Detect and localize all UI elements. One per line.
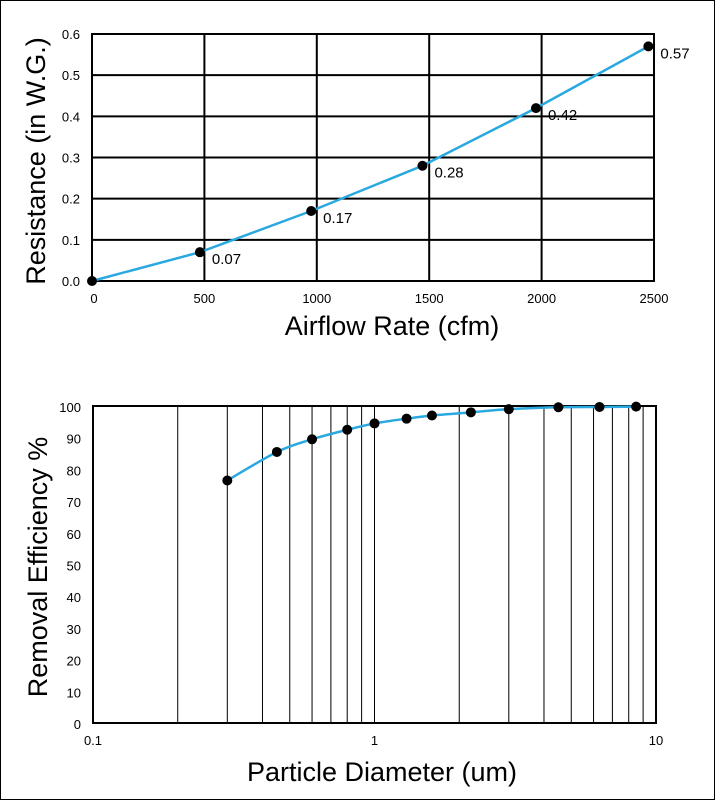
resistance-y-tick-label: 0.0 — [62, 274, 80, 289]
resistance-data-point — [87, 276, 97, 286]
resistance-y-axis-title: Resistance (in W.G.) — [21, 37, 51, 285]
resistance-x-tick-label: 1000 — [302, 291, 331, 306]
efficiency-data-point — [426, 410, 437, 421]
efficiency-data-point — [503, 404, 514, 415]
resistance-y-tick-label: 0.4 — [62, 109, 80, 124]
resistance-y-tick-label: 0.5 — [62, 68, 80, 83]
efficiency-data-point — [594, 401, 605, 412]
efficiency-data-point — [631, 401, 642, 412]
efficiency-x-tick-label: 1 — [371, 733, 378, 748]
resistance-data-point — [530, 103, 541, 114]
resistance-series-line — [91, 45, 649, 283]
efficiency-x-axis-title: Particle Diameter (um) — [247, 757, 517, 787]
efficiency-y-tick-label: 60 — [67, 527, 81, 542]
resistance-y-tick-label: 0.1 — [62, 233, 80, 248]
efficiency-y-tick-label: 70 — [67, 495, 81, 510]
efficiency-y-axis-title: Removal Efficiency % — [23, 437, 53, 698]
resistance-data-point — [643, 41, 654, 52]
efficiency-y-tick-label: 20 — [67, 654, 81, 669]
resistance-x-tick-label: 0 — [90, 291, 97, 306]
resistance-plot-border — [91, 33, 655, 282]
efficiency-data-point — [553, 402, 564, 413]
resistance-x-axis-title: Airflow Rate (cfm) — [285, 311, 500, 341]
efficiency-chart: 0 10 20 30 40 50 60 70 80 90 100 0.1 1 10 Particle D… — [23, 400, 663, 787]
efficiency-x-tick-label: 10 — [649, 733, 663, 748]
resistance-data-label: 0.57 — [660, 45, 689, 62]
efficiency-data-point — [401, 413, 412, 424]
resistance-x-tick-label: 500 — [194, 291, 216, 306]
efficiency-x-tick-label: 0.1 — [84, 733, 102, 748]
resistance-grid — [91, 33, 655, 282]
resistance-data-point — [194, 247, 205, 258]
resistance-y-ticks: 0.0 0.1 0.2 0.3 0.4 0.5 0.6 — [62, 27, 80, 289]
efficiency-y-ticks: 0 10 20 30 40 50 60 70 80 90 100 — [59, 400, 81, 732]
resistance-data-label: 0.42 — [548, 107, 577, 124]
efficiency-series — [222, 401, 642, 486]
efficiency-data-point — [307, 434, 318, 445]
resistance-data-label: 0.07 — [212, 251, 241, 268]
efficiency-y-tick-label: 10 — [67, 685, 81, 700]
efficiency-y-tick-label: 0 — [74, 717, 81, 732]
resistance-x-ticks: 0 500 1000 1500 2000 2500 — [90, 291, 668, 306]
efficiency-data-point — [369, 418, 380, 429]
resistance-y-tick-label: 0.3 — [62, 151, 80, 166]
efficiency-data-point — [465, 407, 476, 418]
resistance-y-tick-label: 0.6 — [62, 27, 80, 42]
resistance-x-tick-label: 1500 — [415, 291, 444, 306]
efficiency-y-tick-label: 40 — [67, 590, 81, 605]
efficiency-data-point — [271, 446, 282, 457]
resistance-y-tick-label: 0.2 — [62, 192, 80, 207]
resistance-data-point — [306, 206, 317, 217]
resistance-x-tick-label: 2500 — [640, 291, 669, 306]
efficiency-y-tick-label: 90 — [67, 432, 81, 447]
efficiency-plot-border — [92, 405, 657, 724]
efficiency-x-ticks: 0.1 1 10 — [84, 733, 663, 748]
resistance-data-label: 0.28 — [434, 165, 463, 182]
efficiency-grid — [92, 405, 657, 724]
efficiency-data-point — [342, 424, 353, 435]
efficiency-y-tick-label: 50 — [67, 559, 81, 574]
efficiency-y-tick-label: 80 — [67, 463, 81, 478]
efficiency-y-tick-label: 100 — [59, 400, 81, 415]
resistance-series: 0.07 0.17 0.28 0.42 0.57 — [87, 41, 690, 286]
resistance-data-label: 0.17 — [323, 210, 352, 227]
efficiency-y-tick-label: 30 — [67, 622, 81, 637]
resistance-x-tick-label: 2000 — [527, 291, 556, 306]
resistance-data-point — [417, 160, 428, 171]
efficiency-data-point — [222, 475, 233, 486]
resistance-chart: 0.0 0.1 0.2 0.3 0.4 0.5 0.6 0 500 1000 1500 2000 25… — [21, 27, 690, 341]
